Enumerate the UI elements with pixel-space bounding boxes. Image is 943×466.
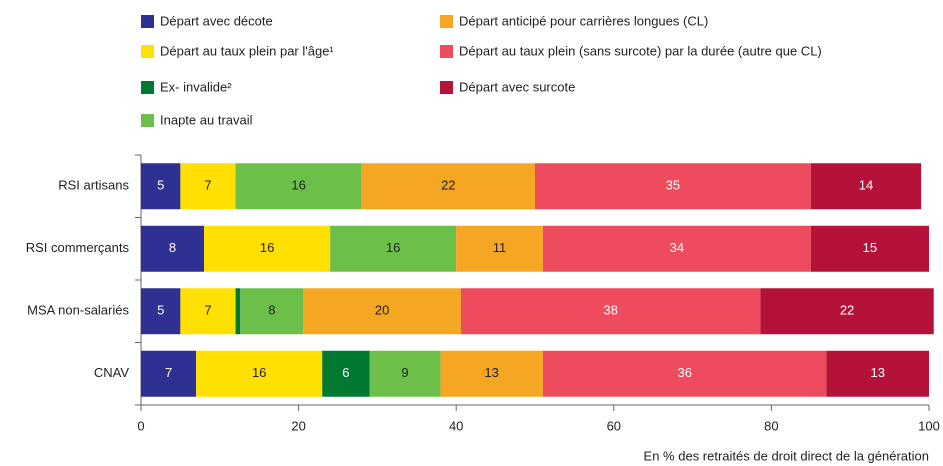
bar-segment xyxy=(826,350,929,397)
y-tick-label: MSA non-salariés xyxy=(27,303,129,318)
x-tick-label: 60 xyxy=(607,418,621,433)
data-label: 22 xyxy=(840,303,854,318)
legend-label: Départ au taux plein (sans surcote) par … xyxy=(459,43,822,58)
bar-segment xyxy=(322,350,370,397)
data-label: 15 xyxy=(863,240,877,255)
data-label: 16 xyxy=(386,240,400,255)
bar-segment xyxy=(204,225,331,272)
legend-swatch xyxy=(440,45,453,58)
data-label: 16 xyxy=(252,365,266,380)
bar-segment xyxy=(240,288,304,335)
legend-label: Départ avec décote xyxy=(160,13,273,28)
legend-swatch xyxy=(440,81,453,94)
data-label: 36 xyxy=(677,365,691,380)
bar-segment xyxy=(235,163,362,210)
legend-label: Ex- invalide² xyxy=(160,79,232,94)
bar-segment xyxy=(456,225,543,272)
bar-segment xyxy=(542,350,827,397)
bar-segment xyxy=(235,288,241,335)
bar-segment xyxy=(361,163,535,210)
y-tick-label: RSI commerçants xyxy=(26,240,130,255)
data-label: 16 xyxy=(291,178,305,193)
bar-segment xyxy=(369,350,441,397)
bar-segment xyxy=(180,288,236,335)
bar-segment xyxy=(196,350,323,397)
legend-label: Départ avec surcote xyxy=(459,79,575,94)
bar-segment xyxy=(141,288,181,335)
bar-segment xyxy=(810,163,922,210)
bar-segment xyxy=(303,288,461,335)
data-label: 9 xyxy=(401,365,408,380)
legend-swatch xyxy=(141,114,154,127)
x-axis-label: En % des retraités de droit direct de la… xyxy=(644,448,929,463)
bar-segment xyxy=(440,350,543,397)
data-label: 13 xyxy=(871,365,885,380)
legend-swatch xyxy=(141,81,154,94)
data-label: 20 xyxy=(375,303,389,318)
x-tick-label: 100 xyxy=(918,418,940,433)
data-label: 13 xyxy=(484,365,498,380)
data-label: 5 xyxy=(157,178,164,193)
data-label: 16 xyxy=(260,240,274,255)
x-tick-label: 80 xyxy=(764,418,778,433)
data-label: 38 xyxy=(603,303,617,318)
bar-segment xyxy=(330,225,457,272)
data-label: 35 xyxy=(666,178,680,193)
legend-swatch xyxy=(141,45,154,58)
data-label: 34 xyxy=(670,240,684,255)
bar-segment xyxy=(460,288,761,335)
legend-swatch xyxy=(440,15,453,28)
data-label: 8 xyxy=(169,240,176,255)
x-tick-label: 40 xyxy=(449,418,463,433)
bar-segment xyxy=(760,288,934,335)
data-label: 11 xyxy=(493,240,507,255)
legend-swatch xyxy=(141,15,154,28)
data-label: 7 xyxy=(204,303,211,318)
y-tick-label: RSI artisans xyxy=(58,178,129,193)
data-label: 14 xyxy=(859,178,873,193)
bar-segment xyxy=(141,225,205,272)
legend-label: Inapte au travail xyxy=(160,112,253,127)
data-label: 7 xyxy=(204,178,211,193)
bar-segment xyxy=(810,225,929,272)
bar-segment xyxy=(535,163,811,210)
legend-label: Départ anticipé pour carrières longues (… xyxy=(459,13,708,28)
x-tick-label: 20 xyxy=(291,418,305,433)
legend-label: Départ au taux plein par l'âge¹ xyxy=(160,43,334,58)
bar-segment xyxy=(141,163,181,210)
data-label: 5 xyxy=(157,303,164,318)
bar-segment xyxy=(141,350,197,397)
y-tick-label: CNAV xyxy=(94,365,129,380)
data-label: 8 xyxy=(268,303,275,318)
bar-segment xyxy=(180,163,236,210)
bar-segment xyxy=(542,225,811,272)
x-tick-label: 0 xyxy=(137,418,144,433)
data-label: 7 xyxy=(165,365,172,380)
data-label: 6 xyxy=(342,365,349,380)
data-label: 22 xyxy=(441,178,455,193)
